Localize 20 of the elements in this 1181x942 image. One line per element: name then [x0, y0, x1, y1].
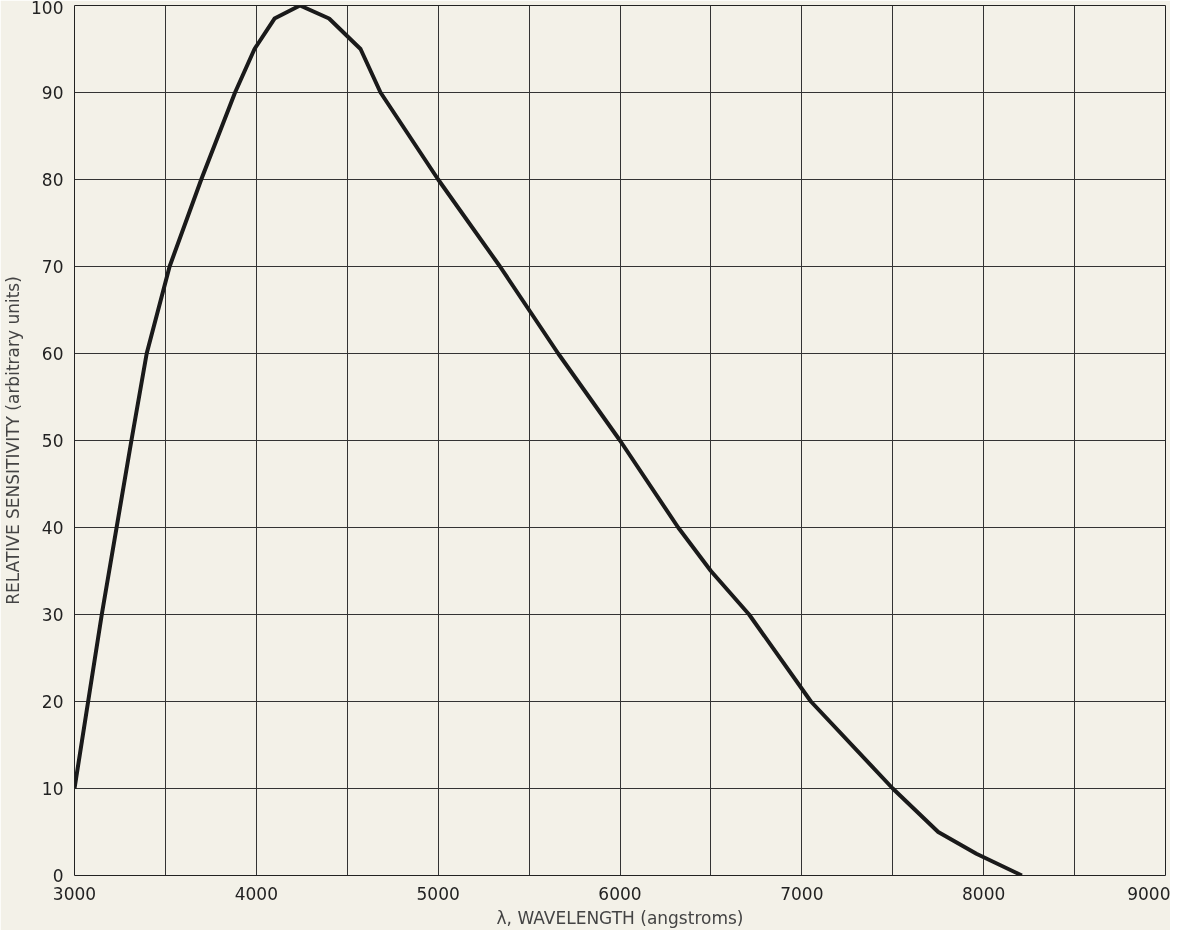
y-tick-label: 10 [41, 779, 64, 799]
x-tick-label: 7000 [780, 883, 824, 904]
x-axis-title: λ, WAVELENGTH (angstroms) [496, 907, 744, 928]
y-tick-label: 70 [41, 257, 64, 277]
y-tick-label: 100 [31, 0, 64, 18]
x-tick-label: 4000 [234, 883, 278, 904]
x-tick-label: 9000 [1127, 883, 1171, 904]
y-tick-label: 60 [41, 344, 64, 364]
y-tick-label: 30 [41, 605, 64, 625]
y-axis-title: RELATIVE SENSITIVITY (arbitrary units) [3, 276, 24, 605]
y-tick-label: 0 [52, 866, 64, 886]
y-tick-label: 20 [41, 692, 64, 712]
x-tick-label: 5000 [416, 883, 460, 904]
x-tick-label: 8000 [962, 883, 1006, 904]
y-tick-label: 50 [41, 431, 64, 451]
y-tick-label: 80 [41, 170, 64, 190]
x-tick-label: 3000 [52, 883, 97, 904]
x-tick-label: 6000 [598, 883, 642, 904]
y-tick-label: 40 [41, 518, 64, 538]
y-tick-label: 90 [41, 83, 64, 103]
